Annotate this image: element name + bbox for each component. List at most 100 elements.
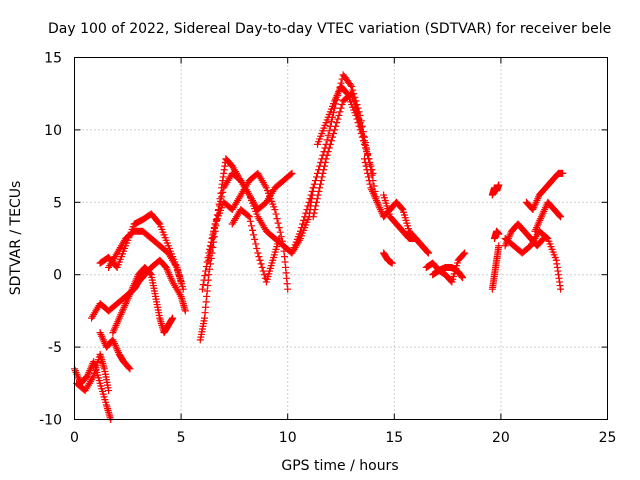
- data-point: [287, 170, 295, 178]
- data-point: [398, 205, 406, 213]
- data-point: [205, 256, 213, 264]
- data-point: [460, 250, 468, 258]
- data-point: [253, 244, 261, 252]
- data-point: [337, 104, 345, 112]
- x-tick-label: 5: [177, 430, 186, 446]
- series-arc-23: [501, 220, 548, 250]
- data-point: [303, 206, 311, 214]
- data-point: [306, 195, 314, 203]
- data-point: [249, 226, 257, 234]
- data-point: [202, 267, 210, 275]
- data-points: [71, 71, 567, 423]
- data-point: [288, 169, 296, 177]
- data-point: [206, 247, 214, 255]
- series-arc-11: [228, 206, 283, 286]
- data-point: [169, 314, 177, 322]
- data-point: [200, 276, 208, 284]
- data-point: [273, 215, 281, 223]
- data-point: [424, 248, 432, 256]
- data-point: [309, 184, 317, 192]
- data-point: [247, 222, 255, 230]
- data-point: [349, 86, 357, 94]
- data-point: [314, 191, 322, 199]
- data-point: [217, 197, 225, 205]
- data-point: [321, 158, 329, 166]
- series-arc-14: [309, 90, 373, 221]
- data-point: [323, 151, 331, 159]
- data-point: [353, 108, 361, 116]
- x-tick-label: 10: [279, 430, 297, 446]
- data-point: [362, 162, 370, 170]
- data-point: [335, 111, 343, 119]
- series-arc-24: [501, 227, 565, 293]
- data-point: [324, 131, 332, 139]
- data-point: [296, 227, 304, 235]
- y-tick-label: 15: [44, 51, 62, 67]
- data-point: [334, 115, 342, 123]
- data-point: [244, 212, 252, 220]
- data-point: [181, 307, 189, 315]
- plot-frame: [74, 57, 608, 420]
- data-point: [365, 177, 373, 185]
- data-point: [311, 206, 319, 214]
- data-point: [251, 235, 259, 243]
- data-point: [274, 219, 282, 227]
- data-point: [299, 220, 307, 228]
- data-point: [495, 230, 503, 238]
- data-point: [205, 271, 213, 279]
- data-point: [348, 82, 356, 90]
- data-point: [322, 155, 330, 163]
- data-point: [323, 136, 331, 144]
- data-point: [352, 104, 360, 112]
- data-point: [271, 206, 279, 214]
- data-point: [350, 97, 358, 105]
- data-point: [360, 155, 368, 163]
- data-point: [201, 272, 209, 280]
- x-tick-label: 20: [492, 430, 510, 446]
- data-point: [364, 169, 372, 177]
- series-arc-2: [73, 350, 113, 395]
- data-point: [320, 166, 328, 174]
- data-point: [316, 180, 324, 188]
- data-point: [207, 243, 215, 251]
- data-point: [202, 263, 210, 271]
- data-point: [495, 242, 503, 250]
- data-point: [347, 81, 355, 89]
- data-point: [218, 193, 226, 201]
- data-point: [311, 177, 319, 185]
- data-point: [459, 274, 467, 282]
- data-point: [332, 122, 340, 130]
- data-point: [211, 220, 219, 228]
- data-point: [361, 158, 369, 166]
- data-point: [364, 173, 372, 181]
- y-tick-label: 10: [44, 123, 62, 139]
- data-point: [210, 225, 218, 233]
- data-point: [351, 101, 359, 109]
- data-point: [366, 180, 374, 188]
- data-point: [327, 118, 335, 126]
- series-arc-4: [96, 329, 134, 373]
- data-point: [357, 123, 365, 131]
- data-point: [125, 364, 133, 372]
- data-point: [146, 270, 154, 278]
- data-point: [214, 206, 222, 214]
- data-point: [256, 256, 264, 264]
- data-point: [356, 119, 364, 127]
- data-point: [364, 150, 372, 158]
- data-point: [495, 181, 503, 189]
- data-point: [331, 126, 339, 134]
- grid: [74, 57, 608, 420]
- data-point: [320, 162, 328, 170]
- data-point: [312, 202, 320, 210]
- data-point: [333, 119, 341, 127]
- data-point: [315, 187, 323, 195]
- data-point: [358, 128, 366, 136]
- series-arc-17: [380, 249, 396, 267]
- series-arc-1: [71, 358, 115, 423]
- x-axis-label: GPS time / hours: [281, 458, 398, 474]
- data-point: [260, 271, 268, 279]
- series-arc-21: [488, 181, 503, 199]
- data-point: [254, 249, 262, 257]
- data-point: [319, 169, 327, 177]
- series-arc-16: [380, 191, 432, 257]
